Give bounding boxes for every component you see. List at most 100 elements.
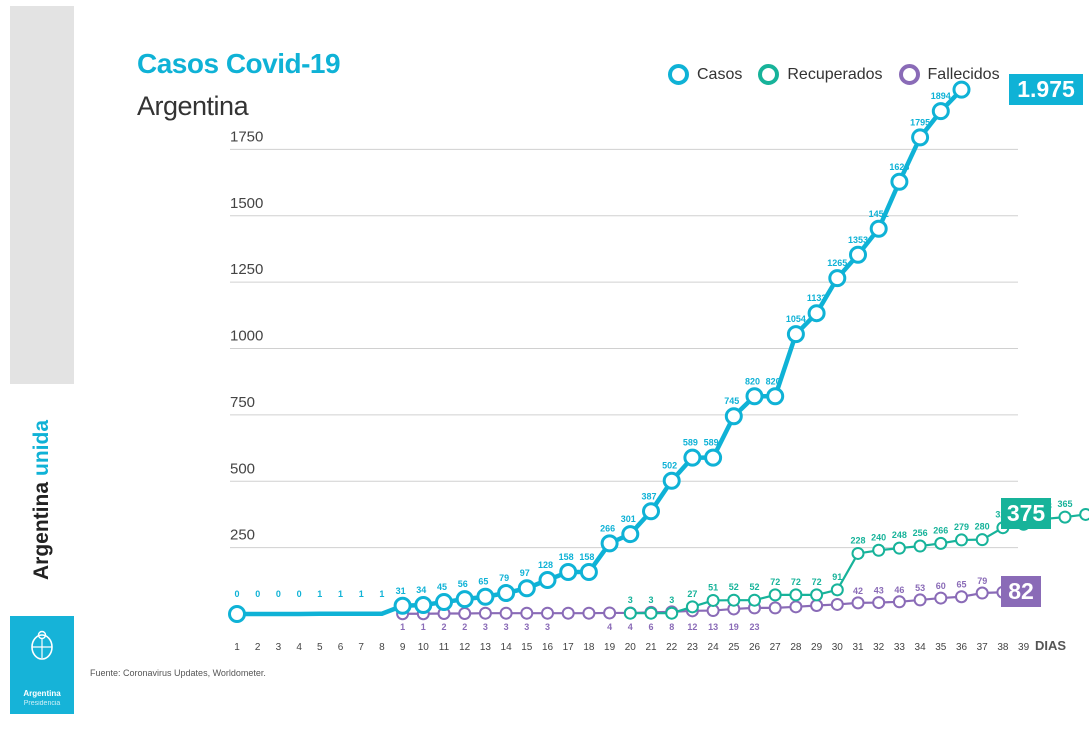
- data-label-casos: 1: [338, 589, 343, 599]
- data-label-recuperados: 52: [729, 582, 739, 592]
- data-label-casos: 820: [745, 376, 760, 386]
- data-label-casos: 589: [683, 438, 698, 448]
- data-label-casos: 387: [641, 491, 656, 501]
- data-label-casos: 31: [396, 586, 406, 596]
- data-label-recuperados: 72: [791, 577, 801, 587]
- x-tick-label: 6: [338, 642, 344, 653]
- x-tick-label: 13: [480, 642, 492, 653]
- legend-label-casos: Casos: [697, 65, 743, 83]
- badge-recuperados-total: 375: [1001, 498, 1051, 530]
- data-label-fallecidos: 4: [607, 622, 612, 632]
- data-label-recuperados: 266: [933, 525, 948, 535]
- data-label-casos: 1133: [807, 293, 827, 303]
- data-point-recuperados: [748, 593, 761, 607]
- data-label-recuperados: 248: [892, 530, 907, 540]
- data-point-recuperados: [727, 593, 741, 607]
- data-point-fallecidos: [851, 596, 865, 610]
- data-label-casos: 1628: [889, 162, 909, 172]
- data-label-casos: 45: [437, 582, 447, 592]
- x-tick-label: 39: [1018, 642, 1030, 653]
- source-note: Fuente: Coronavirus Updates, Worldometer…: [90, 668, 266, 678]
- data-point-casos: [414, 595, 433, 614]
- data-label-casos: 0: [234, 589, 239, 599]
- data-point-fallecidos: [892, 595, 906, 609]
- x-tick-label: 29: [811, 642, 823, 653]
- data-point-casos: [952, 80, 971, 99]
- data-label-fallecidos: 23: [749, 622, 759, 632]
- data-label-fallecidos: 19: [729, 622, 739, 632]
- data-label-recuperados: 52: [749, 582, 759, 592]
- x-tick-label: 38: [997, 642, 1009, 653]
- x-tick-label: 33: [894, 642, 906, 653]
- x-tick-label: 30: [832, 642, 844, 653]
- logo-subtitle: Presidencia: [23, 700, 61, 707]
- logo-title: Argentina: [23, 689, 61, 698]
- data-label-casos: 0: [297, 589, 302, 599]
- data-label-recuperados: 72: [770, 577, 780, 587]
- x-tick-label: 11: [439, 642, 450, 653]
- data-point-fallecidos: [520, 606, 534, 620]
- data-point-casos: [911, 128, 930, 147]
- data-point-casos: [849, 245, 867, 264]
- data-label-casos: 1795: [910, 117, 930, 127]
- data-point-fallecidos: [458, 606, 472, 620]
- data-point-recuperados: [872, 543, 886, 557]
- legend-item-fallecidos: Fallecidos: [898, 64, 1000, 85]
- data-label-casos: 745: [724, 396, 739, 406]
- x-tick-label: 2: [255, 642, 261, 653]
- data-label-casos: 128: [538, 560, 553, 570]
- data-point-recuperados: [892, 541, 906, 555]
- data-point-fallecidos: [499, 606, 513, 620]
- data-point-casos: [745, 387, 764, 406]
- data-label-recuperados: 91: [832, 572, 842, 582]
- data-point-recuperados: [706, 593, 720, 607]
- x-tick-label: 19: [604, 642, 616, 653]
- data-label-casos: 502: [662, 461, 677, 471]
- data-label-fallecidos: 53: [915, 583, 925, 593]
- data-label-fallecidos: 12: [687, 622, 697, 632]
- data-point-casos: [393, 596, 412, 615]
- x-tick-label: 32: [873, 642, 885, 653]
- data-point-casos: [621, 525, 640, 544]
- data-label-fallecidos: 2: [462, 622, 467, 632]
- chart-title: Casos Covid-19: [137, 48, 341, 79]
- x-tick-label: 25: [728, 642, 740, 653]
- data-point-recuperados: [685, 600, 699, 614]
- data-label-casos: 65: [478, 577, 488, 587]
- data-point-casos: [579, 563, 598, 582]
- data-point-casos: [890, 172, 909, 191]
- data-label-fallecidos: 3: [545, 622, 550, 632]
- x-tick-label: 4: [296, 642, 302, 653]
- x-tick-label: 5: [317, 642, 323, 653]
- data-point-casos: [538, 571, 557, 590]
- data-label-fallecidos: 3: [504, 622, 509, 632]
- data-point-fallecidos: [872, 596, 886, 610]
- data-point-fallecidos: [768, 601, 782, 615]
- data-label-casos: 1: [359, 589, 364, 599]
- data-point-casos: [704, 448, 723, 467]
- data-point-casos: [435, 593, 453, 612]
- data-label-fallecidos: 3: [524, 622, 529, 632]
- data-label-fallecidos: 8: [669, 622, 674, 632]
- data-label-casos: 0: [255, 589, 260, 599]
- data-label-recuperados: 72: [812, 577, 822, 587]
- data-label-casos: 1451: [869, 209, 889, 219]
- data-point-recuperados: [913, 539, 927, 553]
- y-tick-label: 250: [230, 527, 255, 544]
- data-point-recuperados: [975, 533, 989, 547]
- data-point-recuperados: [665, 606, 679, 620]
- data-label-fallecidos: 79: [977, 576, 987, 586]
- data-label-recuperados: 280: [975, 522, 990, 532]
- data-label-casos: 1054: [786, 314, 806, 324]
- data-point-fallecidos: [934, 591, 948, 605]
- x-tick-label: 8: [379, 642, 385, 653]
- data-point-casos: [559, 563, 578, 582]
- x-tick-label: 27: [770, 642, 782, 653]
- data-label-recuperados: 279: [954, 522, 969, 532]
- data-point-casos: [807, 304, 826, 323]
- data-label-fallecidos: 6: [648, 622, 653, 632]
- data-label-fallecidos: 65: [956, 580, 966, 590]
- data-point-recuperados: [810, 588, 824, 602]
- legend-label-fallecidos: Fallecidos: [927, 65, 1000, 83]
